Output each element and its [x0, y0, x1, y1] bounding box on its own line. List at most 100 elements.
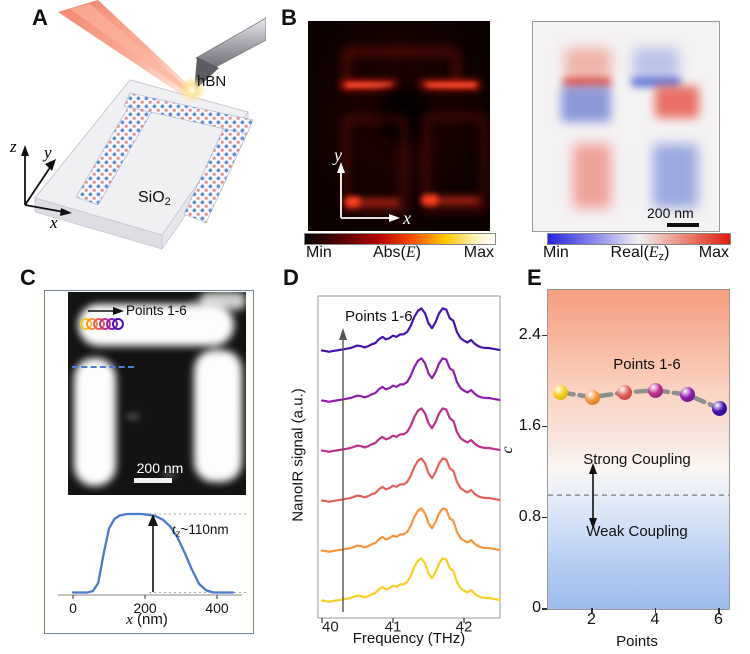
real-colorbar-min: Min [543, 244, 569, 261]
laser-beam [58, 0, 192, 95]
field-blob [633, 48, 679, 78]
panel-c-label: C [20, 265, 36, 290]
e-xtick-label: 6 [714, 611, 723, 628]
z-axis-label: z [9, 137, 17, 156]
spectra-xlabel: Frequency (THz) [352, 630, 466, 647]
coupling-xlabel: Points [616, 633, 658, 650]
axes-triad [24, 153, 65, 213]
field-blob [426, 83, 476, 87]
profile-cut-line [72, 366, 134, 368]
panel-a-schematic: hBN SiO2 z y x [9, 0, 266, 251]
hbn-structure [75, 92, 254, 224]
e-ytick-label: 2.4 [518, 325, 541, 343]
x-axis-label: x [49, 213, 58, 232]
data-point-4 [648, 382, 664, 398]
afm-topography-image: Points 1-6 [68, 292, 246, 495]
e-ytick-mark [542, 608, 547, 610]
e-ytick-mark [542, 334, 547, 337]
substrate-label: SiO2 [138, 189, 171, 208]
hbn-left-leg [74, 358, 116, 486]
strong-coupling-label: Strong Coupling [583, 451, 691, 468]
panel-b-label: B [281, 5, 297, 30]
nanoir-spectra-plot: 40 41 42 [317, 295, 501, 633]
data-point-3 [616, 385, 632, 401]
abs-colorbar-title: Abs(E) [372, 244, 421, 261]
abs-e-field-map: y x [308, 21, 490, 231]
field-blob [344, 49, 456, 54]
svg-text:41: 41 [385, 619, 402, 633]
height-profile-plot: 0 200 400 [58, 512, 246, 616]
field-blob [346, 83, 392, 87]
e-xtick-mark [654, 608, 657, 613]
panel-e-label: E [527, 265, 542, 290]
data-point-5 [680, 387, 696, 403]
real-colorbar-title: Real(Ez) [610, 244, 670, 263]
points-annotation: Points 1-6 [613, 356, 681, 373]
svg-text:40: 40 [322, 619, 339, 633]
hbn-top-corner [200, 292, 246, 310]
field-blob [422, 195, 438, 205]
svg-text:42: 42 [456, 619, 473, 633]
scalebar [667, 223, 699, 227]
spectra-ylabel: NanoIR signal (a.u.) [289, 388, 307, 522]
field-blob [561, 86, 611, 122]
svg-text:200: 200 [133, 600, 157, 616]
x-axis-label: x [402, 208, 411, 228]
e-ytick-label: 0 [532, 599, 541, 616]
b-axes: y x [332, 145, 411, 228]
scalebar [134, 478, 172, 483]
field-blob [454, 53, 459, 87]
svg-text:400: 400 [205, 600, 229, 616]
abs-colorbar-max: Max [463, 244, 494, 261]
point-ring-6 [112, 318, 124, 330]
afm-noise [162, 470, 178, 479]
data-point-2 [584, 389, 600, 405]
points-arrow [88, 307, 124, 315]
e-xtick-label: 2 [587, 611, 596, 628]
field-blob [563, 77, 611, 87]
coupling-plot-overlay [548, 388, 729, 529]
coupling-ylabel: c [499, 446, 516, 454]
e-ytick-mark [542, 425, 547, 428]
points-annotation: Points 1-6 [345, 308, 413, 325]
field-blob [344, 51, 349, 87]
field-blob [573, 144, 611, 208]
thickness-annotation: tz~110nm [172, 522, 229, 540]
svg-text:0: 0 [69, 600, 77, 616]
afm-noise [126, 412, 140, 421]
field-blob [653, 144, 698, 208]
e-xtick-mark [718, 608, 720, 613]
field-blob [344, 199, 400, 206]
e-xtick-label: 4 [650, 611, 660, 628]
field-blob [376, 85, 432, 145]
field-blob [346, 197, 360, 207]
field-blob [655, 86, 699, 118]
data-point-1 [553, 385, 569, 401]
hbn-right-leg [194, 350, 242, 482]
real-colorbar [547, 233, 731, 245]
panel-a-label: A [32, 5, 48, 30]
hbn-label: hBN [197, 73, 226, 90]
points-annotation: Points 1-6 [126, 303, 187, 318]
field-blob [424, 115, 486, 211]
abs-colorbar-min: Min [306, 244, 332, 261]
scalebar-label: 200 nm [136, 460, 184, 476]
weak-coupling-label: Weak Coupling [586, 523, 688, 540]
data-point-6 [711, 400, 727, 416]
afm-noise [210, 344, 220, 351]
real-colorbar-max: Max [698, 244, 729, 261]
e-ytick-mark [542, 516, 547, 519]
field-blob [565, 48, 611, 78]
real-ez-field-map: 200 nm [532, 21, 720, 232]
field-blob [631, 77, 681, 87]
axes-arrowheads [21, 145, 72, 216]
scalebar-label: 200 nm [647, 205, 694, 221]
e-xtick-mark [591, 608, 593, 613]
field-blob [424, 197, 480, 204]
panel-d-label: D [283, 265, 299, 290]
profile-xlabel: x (nm) [126, 611, 168, 628]
field-blob [344, 117, 406, 213]
coupling-plot [547, 289, 730, 610]
abs-colorbar [304, 233, 496, 245]
